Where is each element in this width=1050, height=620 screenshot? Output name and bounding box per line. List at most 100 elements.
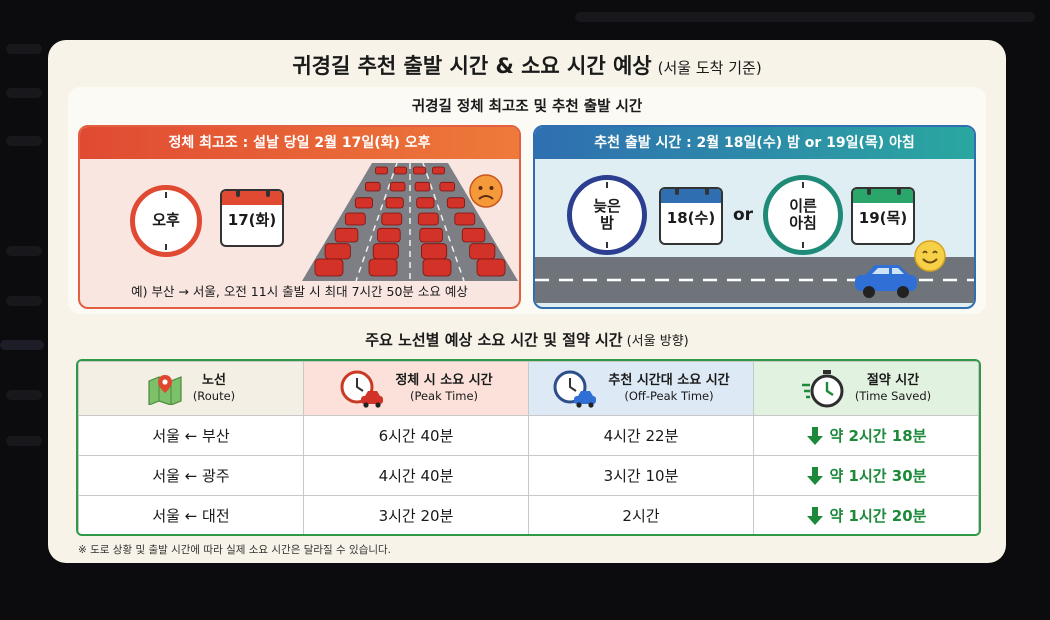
table-row: 서울 ← 대전 3시간 20분 2시간 약 1시간 20분	[79, 496, 979, 536]
clock-label: 오후	[152, 212, 180, 229]
recommended-departure-box: 추천 출발 시간 : 2월 18일(수) 밤 or 19일(목) 아침 늦은 밤 …	[533, 125, 976, 309]
calendar-icon: 19(목)	[851, 187, 915, 245]
blurred-text-line	[6, 246, 42, 256]
table-row: 서울 ← 부산 6시간 40분 4시간 22분 약 2시간 18분	[79, 416, 979, 456]
saved-time-text: 약 2시간 18분	[830, 427, 927, 445]
route-cell: 서울 ← 부산	[79, 416, 304, 456]
blurred-text-line	[6, 88, 42, 98]
jam-car	[386, 198, 403, 208]
jam-car	[369, 259, 397, 276]
column-header-saved: 절약 시간 (Time Saved)	[754, 362, 979, 416]
blurred-text-line	[6, 44, 42, 54]
page-title: 귀경길 추천 출발 시간 & 소요 시간 예상 (서울 도착 기준)	[48, 50, 1006, 80]
saved-time-cell: 약 2시간 18분	[754, 416, 979, 456]
travel-time-table: 노선 (Route) 정체 시 소요 시간 (Pe	[76, 359, 981, 536]
footnote: ※ 도로 상황 및 출발 시간에 따라 실제 소요 시간은 달라질 수 있습니다…	[78, 542, 391, 557]
clock-car-icon	[339, 369, 385, 409]
column-label: 노선	[193, 373, 235, 389]
jam-car	[414, 167, 426, 174]
infographic-card: 귀경길 추천 출발 시간 & 소요 시간 예상 (서울 도착 기준) 귀경길 정체…	[48, 40, 1006, 563]
column-label-en: (Off-Peak Time)	[608, 389, 729, 403]
clock-icon: 오후	[130, 185, 202, 257]
blurred-text-line	[0, 340, 44, 350]
offpeak-time-cell: 3시간 10분	[529, 456, 754, 496]
sad-face-icon	[468, 173, 504, 209]
jam-car	[417, 198, 434, 208]
morning-clock-icon: 이른 아침	[763, 175, 843, 255]
blurred-text-line	[6, 390, 42, 400]
jam-car	[415, 182, 430, 191]
blurred-text-line	[6, 436, 42, 446]
jam-car	[470, 244, 495, 259]
jam-car	[420, 228, 443, 242]
open-road-icon	[535, 253, 976, 307]
table-heading-main: 주요 노선별 예상 소요 시간 및 절약 시간	[365, 331, 622, 349]
jam-car	[440, 182, 455, 191]
jam-car	[423, 259, 451, 276]
calendar-label: 17(화)	[222, 209, 282, 230]
peak-time-cell: 3시간 20분	[304, 496, 529, 536]
map-icon	[147, 373, 183, 405]
jam-car	[462, 228, 485, 242]
column-label-en: (Route)	[193, 389, 235, 403]
column-label-en: (Peak Time)	[395, 389, 492, 403]
blurred-text-line	[575, 12, 1035, 22]
calendar-icon: 18(수)	[659, 187, 723, 245]
title-sub: (서울 도착 기준)	[658, 59, 762, 77]
down-arrow-icon	[806, 426, 824, 446]
offpeak-time-cell: 4시간 22분	[529, 416, 754, 456]
jam-car	[418, 213, 438, 225]
recommend-header: 추천 출발 시간 : 2월 18일(수) 밤 or 19일(목) 아침	[535, 127, 974, 159]
route-cell: 서울 ← 광주	[79, 456, 304, 496]
jam-car	[376, 167, 388, 174]
saved-time-text: 약 1시간 20분	[830, 507, 927, 525]
blurred-text-line	[6, 136, 42, 146]
jam-car	[345, 213, 365, 225]
title-main: 귀경길 추천 출발 시간 & 소요 시간 예상	[292, 54, 651, 78]
jam-car	[421, 244, 446, 259]
calendar-label: 18(수)	[661, 207, 721, 228]
jam-car	[373, 244, 398, 259]
recommendation-panel: 귀경길 정체 최고조 및 추천 출발 시간 정체 최고조 : 설날 당일 2월 …	[68, 87, 986, 314]
jam-car	[455, 213, 475, 225]
or-label: or	[733, 205, 753, 225]
jam-car	[325, 244, 350, 259]
peak-time-cell: 6시간 40분	[304, 416, 529, 456]
peak-header: 정체 최고조 : 설날 당일 2월 17일(화) 오후	[80, 127, 519, 159]
table-heading: 주요 노선별 예상 소요 시간 및 절약 시간 (서울 방향)	[48, 329, 1006, 350]
table-header-row: 노선 (Route) 정체 시 소요 시간 (Pe	[79, 362, 979, 416]
night-clock-icon: 늦은 밤	[567, 175, 647, 255]
clock-line-1: 이른	[789, 197, 817, 215]
jam-car	[395, 167, 407, 174]
jam-car	[433, 167, 445, 174]
stopwatch-icon	[801, 369, 845, 409]
down-arrow-icon	[806, 506, 824, 526]
clock-car-icon	[552, 369, 598, 409]
down-arrow-icon	[806, 466, 824, 486]
clock-line-2: 아침	[789, 214, 817, 232]
column-label-en: (Time Saved)	[855, 389, 931, 403]
saved-time-text: 약 1시간 30분	[830, 467, 927, 485]
clock-line-2: 밤	[600, 214, 614, 232]
saved-time-cell: 약 1시간 30분	[754, 456, 979, 496]
peak-congestion-box: 정체 최고조 : 설날 당일 2월 17일(화) 오후 오후 17(화)	[78, 125, 521, 309]
calendar-icon: 17(화)	[220, 189, 284, 247]
column-label: 정체 시 소요 시간	[395, 373, 492, 389]
column-label: 절약 시간	[855, 373, 931, 389]
table-heading-sub: (서울 방향)	[627, 334, 689, 349]
peak-time-cell: 4시간 40분	[304, 456, 529, 496]
route-cell: 서울 ← 대전	[79, 496, 304, 536]
column-header-route: 노선 (Route)	[79, 362, 304, 416]
table-row: 서울 ← 광주 4시간 40분 3시간 10분 약 1시간 30분	[79, 456, 979, 496]
jam-car	[447, 198, 464, 208]
jam-car	[365, 182, 380, 191]
calendar-label: 19(목)	[853, 207, 913, 228]
jam-car	[390, 182, 405, 191]
jam-car	[315, 259, 343, 276]
jam-car	[335, 228, 358, 242]
clock-line-1: 늦은	[593, 197, 621, 215]
jam-car	[477, 259, 505, 276]
column-header-peak: 정체 시 소요 시간 (Peak Time)	[304, 362, 529, 416]
happy-face-icon	[913, 239, 947, 273]
blurred-text-line	[6, 296, 42, 306]
